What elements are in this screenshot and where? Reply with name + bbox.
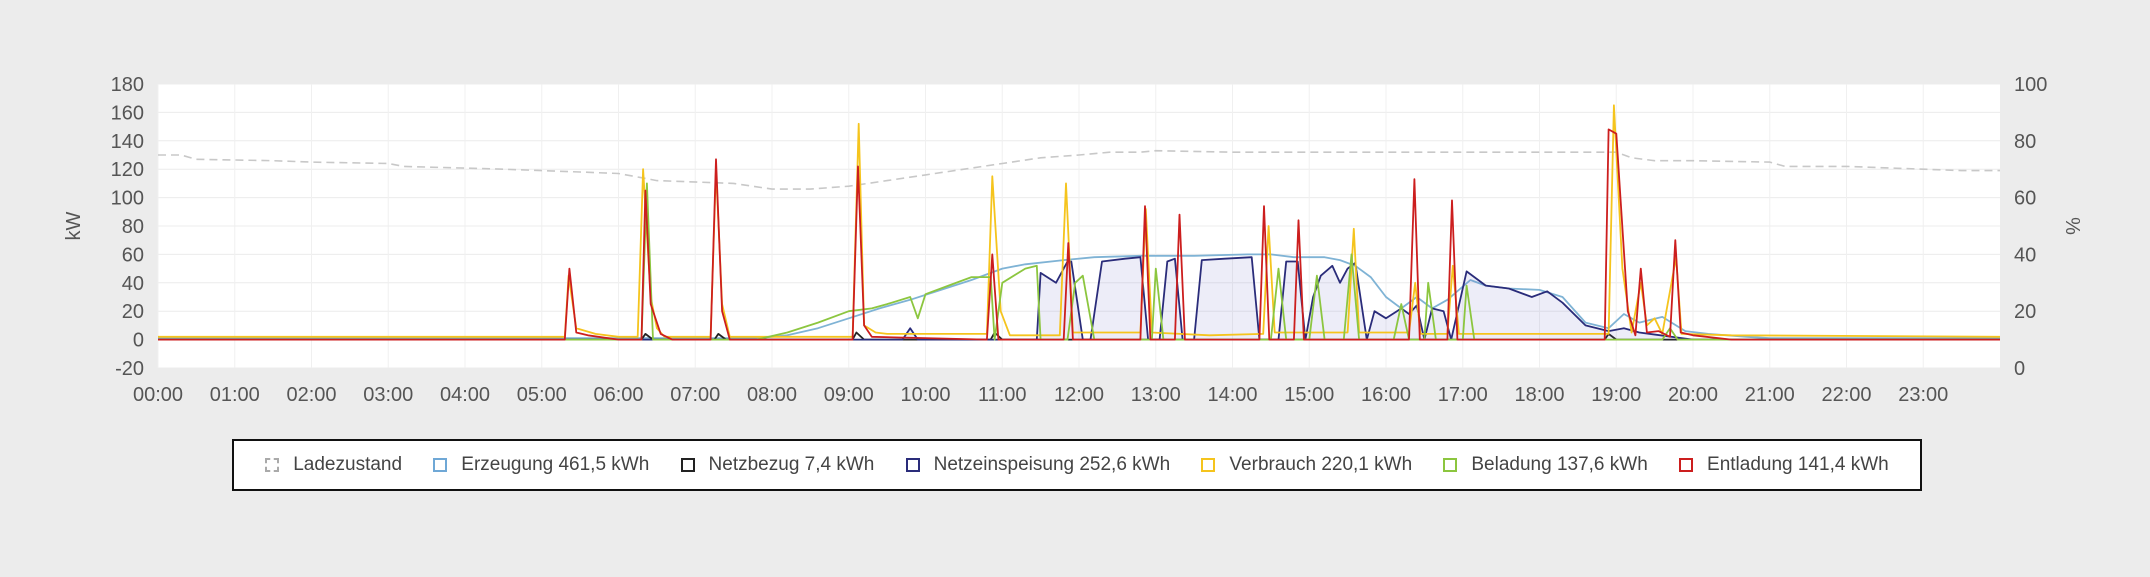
y-tick-label: -20: [115, 358, 144, 380]
x-tick-label: 02:00: [286, 384, 336, 406]
x-tick-label: 21:00: [1745, 384, 1795, 406]
legend-label: Netzbezug 7,4 kWh: [708, 454, 875, 475]
series-line-ladezustand: [158, 149, 2000, 190]
legend-item-netzeinspeisung[interactable]: Netzeinspeisung 252,6 kWh: [905, 454, 1171, 476]
legend-swatch-icon: [265, 458, 280, 472]
x-tick-label: 17:00: [1438, 384, 1488, 406]
y-tick-label: 100: [111, 188, 144, 210]
x-tick-label: 20:00: [1668, 384, 1718, 406]
y-tick-label: 60: [122, 244, 144, 266]
y-axis-right-label: %: [2061, 217, 2083, 235]
legend-item-ladezustand[interactable]: Ladezustand: [265, 454, 402, 476]
legend-item-netzbezug[interactable]: Netzbezug 7,4 kWh: [680, 454, 875, 476]
series-line-netzbezug: [158, 331, 2000, 341]
x-tick-label: 16:00: [1361, 384, 1411, 406]
y-tick-label: 20: [122, 301, 144, 323]
series-area-netzeinspeisung: [158, 257, 2000, 340]
y2-tick-label: 20: [2014, 301, 2036, 323]
legend-swatch-icon: [680, 458, 695, 472]
x-tick-label: 23:00: [1898, 384, 1948, 406]
legend-label: Entladung 141,4 kWh: [1707, 454, 1889, 475]
grid: [157, 83, 2000, 369]
legend-label: Ladezustand: [293, 454, 403, 475]
legend-swatch-icon: [433, 458, 448, 472]
x-tick-label: 19:00: [1591, 384, 1641, 406]
y-tick-label: 160: [111, 102, 144, 124]
y2-tick-label: 40: [2014, 244, 2036, 266]
x-tick-label: 07:00: [670, 384, 720, 406]
x-axis-ticks: 00:00 01:00 02:00 03:00 04:00 05:00 06:00 07:00…: [133, 384, 1948, 406]
x-tick-label: 06:00: [593, 384, 643, 406]
y-tick-label: 0: [133, 330, 144, 352]
y-tick-label: 80: [122, 216, 144, 238]
y-tick-label: 140: [111, 131, 144, 153]
legend-label: Erzeugung 461,5 kWh: [461, 454, 650, 475]
x-tick-label: 18:00: [1514, 384, 1564, 406]
y2-tick-label: 0: [2014, 358, 2025, 380]
x-tick-label: 05:00: [517, 384, 567, 406]
x-tick-label: 13:00: [1131, 384, 1181, 406]
y-axis-left-label: kW: [63, 211, 85, 240]
legend-item-beladung[interactable]: Beladung 137,6 kWh: [1443, 454, 1648, 476]
legend-swatch-icon: [1679, 458, 1694, 472]
x-tick-label: 22:00: [1821, 384, 1871, 406]
y-tick-label: 180: [111, 74, 144, 96]
legend-swatch-icon: [905, 458, 920, 472]
legend-item-verbrauch[interactable]: Verbrauch 220,1 kWh: [1201, 454, 1412, 476]
legend-swatch-icon: [1201, 458, 1216, 472]
legend-label: Netzeinspeisung 252,6 kWh: [933, 454, 1171, 475]
x-tick-label: 09:00: [824, 384, 874, 406]
series-line-entladung: [158, 128, 2000, 341]
x-tick-label: 00:00: [133, 384, 183, 406]
series-layer: [158, 104, 2001, 341]
y2-tick-label: 60: [2014, 188, 2036, 210]
y-tick-label: 120: [111, 159, 144, 181]
x-tick-label: 12:00: [1054, 384, 1104, 406]
y-axis-right-ticks: 0 20 40 60 80 100: [2014, 74, 2047, 380]
y2-tick-label: 100: [2014, 74, 2047, 96]
x-tick-label: 01:00: [210, 384, 260, 406]
legend-item-entladung[interactable]: Entladung 141,4 kWh: [1679, 454, 1889, 476]
legend: Ladezustand Erzeugung 461,5 kWh Netzbezug …: [232, 439, 1922, 491]
x-tick-label: 15:00: [1284, 384, 1334, 406]
x-tick-label: 04:00: [440, 384, 490, 406]
legend-item-erzeugung[interactable]: Erzeugung 461,5 kWh: [433, 454, 649, 476]
x-tick-label: 11:00: [978, 384, 1027, 406]
y-axis-left-ticks: -20 0 20 40 60 80 100 120 140 160 180: [111, 74, 144, 380]
y-tick-label: 40: [122, 273, 144, 295]
y2-tick-label: 80: [2014, 131, 2036, 153]
x-tick-label: 14:00: [1207, 384, 1257, 406]
series-line-erzeugung: [158, 253, 2000, 340]
x-tick-label: 08:00: [747, 384, 797, 406]
legend-swatch-icon: [1443, 458, 1458, 472]
x-tick-label: 10:00: [900, 384, 950, 406]
legend-label: Verbrauch 220,1 kWh: [1229, 454, 1413, 475]
x-tick-label: 03:00: [363, 384, 413, 406]
legend-label: Beladung 137,6 kWh: [1471, 454, 1648, 475]
